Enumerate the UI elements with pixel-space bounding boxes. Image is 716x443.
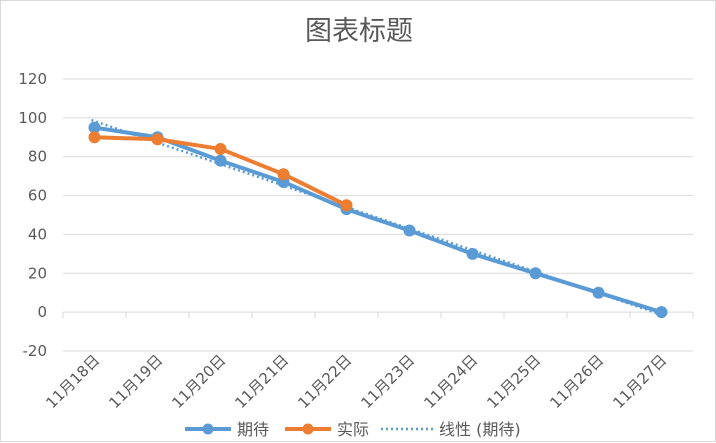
y-tick-label: 0 <box>37 303 47 321</box>
legend-label: 期待 <box>237 420 269 439</box>
data-point <box>214 142 227 155</box>
data-point <box>403 224 416 237</box>
data-point <box>655 306 668 319</box>
x-tick-label: 11月18日 <box>42 351 103 412</box>
data-point <box>592 286 605 299</box>
y-tick-label: 60 <box>28 187 47 205</box>
x-tick-label: 11月21日 <box>231 351 292 412</box>
x-tick-label: 11月24日 <box>420 351 481 412</box>
legend-label: 实际 <box>337 420 369 439</box>
data-point <box>214 154 227 167</box>
y-tick-label: 100 <box>18 109 47 127</box>
x-tick-label: 11月20日 <box>168 351 229 412</box>
y-axis-ticks: -20 0 20 40 60 80 100 120 <box>18 70 47 360</box>
gridlines <box>63 78 693 352</box>
y-tick-label: 20 <box>28 264 47 282</box>
y-tick-label: -20 <box>23 342 48 360</box>
data-point <box>88 131 101 144</box>
series-layer <box>88 118 668 319</box>
series-line <box>92 125 664 315</box>
data-point <box>340 199 353 212</box>
data-point <box>529 267 542 280</box>
y-tick-label: 120 <box>18 70 47 88</box>
y-tick-label: 40 <box>28 225 47 243</box>
y-tick-label: 80 <box>28 148 47 166</box>
data-point <box>151 133 164 146</box>
x-tick-label: 11月22日 <box>294 351 355 412</box>
x-tick-label: 11月27日 <box>609 351 670 412</box>
x-tick-label: 11月25日 <box>483 351 544 412</box>
data-point <box>277 168 290 181</box>
legend: 期待 实际 线性 (期待) <box>185 420 521 439</box>
x-axis-ticks: 11月18日 11月19日 11月20日 11月21日 11月22日 11月23日 11月2… <box>42 312 694 412</box>
x-tick-label: 11月26日 <box>546 351 607 412</box>
chart-title: 图表标题 <box>305 16 413 47</box>
x-tick-label: 11月19日 <box>105 351 166 412</box>
legend-marker <box>202 423 214 435</box>
data-point <box>466 247 479 260</box>
x-tick-label: 11月23日 <box>357 351 418 412</box>
legend-marker <box>302 423 314 435</box>
trendline <box>90 118 666 317</box>
legend-label: 线性 (期待) <box>439 420 521 439</box>
